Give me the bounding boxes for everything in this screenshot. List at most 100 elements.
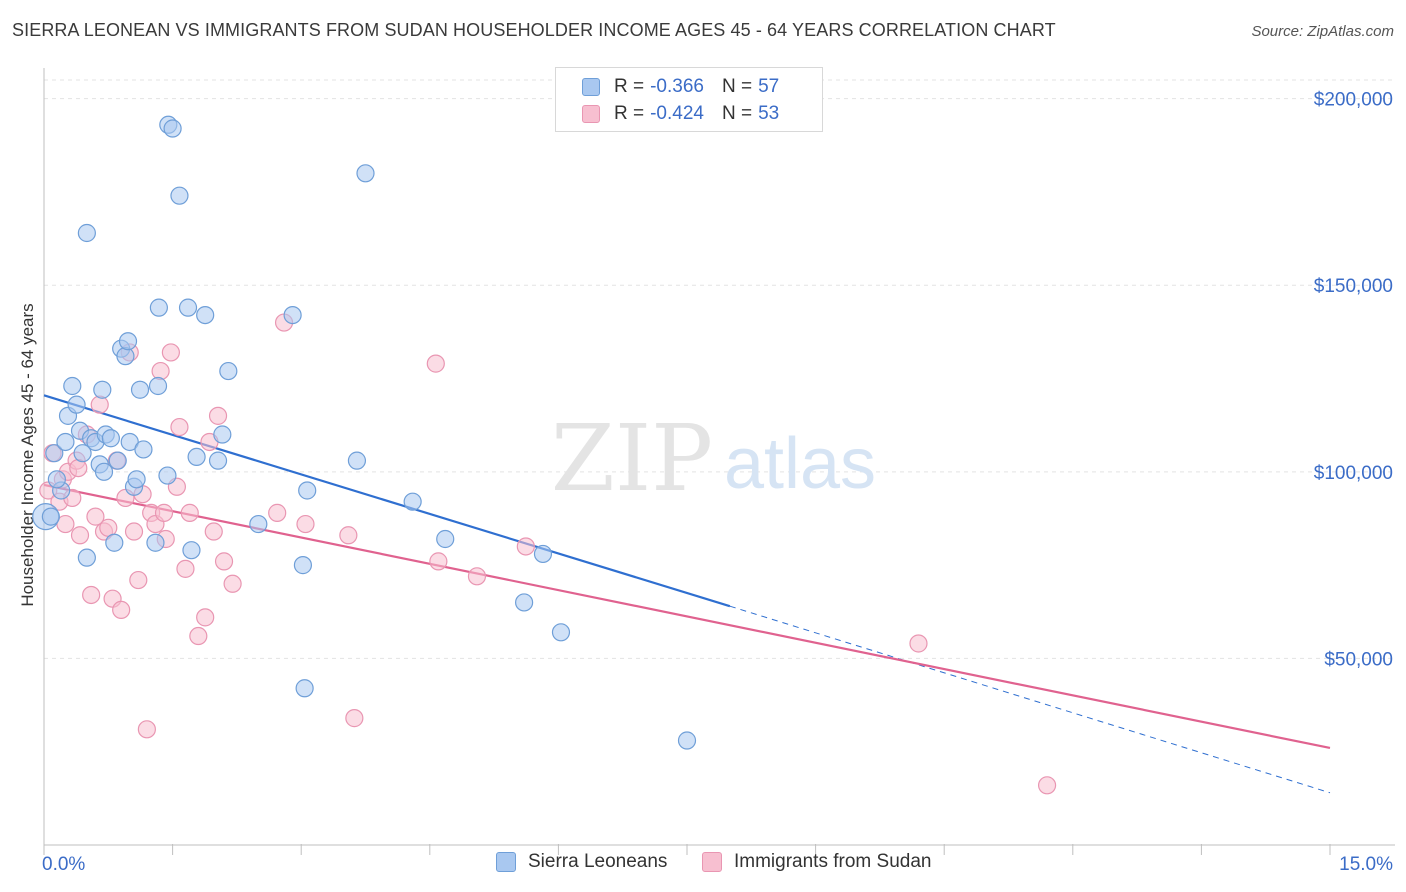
point-immigrant-sudan bbox=[129, 570, 148, 590]
point-sierra-leonean bbox=[293, 556, 313, 575]
point-immigrant-sudan bbox=[180, 503, 199, 522]
point-sierra-leonean bbox=[187, 447, 206, 467]
source-note: Source: ZipAtlas.com bbox=[1251, 23, 1394, 40]
point-sierra-leonean bbox=[101, 429, 120, 448]
point-sierra-leonean bbox=[551, 623, 571, 642]
point-sierra-leonean bbox=[208, 451, 228, 470]
watermark-atlas: atlas bbox=[724, 424, 876, 504]
point-immigrant-sudan bbox=[208, 406, 228, 425]
y-tick-label: $50,000 bbox=[1324, 649, 1393, 670]
point-immigrant-sudan bbox=[268, 503, 287, 522]
point-sierra-leonean bbox=[130, 380, 150, 399]
point-sierra-leonean bbox=[356, 164, 375, 183]
point-sierra-leonean bbox=[77, 548, 96, 567]
legend-swatch-pink bbox=[582, 105, 600, 123]
axes bbox=[43, 68, 1395, 855]
point-sierra-leonean bbox=[93, 380, 112, 399]
point-sierra-leonean bbox=[219, 361, 238, 381]
legend-r-label: R = bbox=[614, 103, 645, 124]
point-sierra-leonean bbox=[283, 305, 302, 325]
point-sierra-leonean bbox=[116, 347, 135, 366]
point-immigrant-sudan bbox=[467, 567, 487, 586]
point-sierra-leonean bbox=[45, 444, 64, 463]
point-sierra-leonean bbox=[77, 223, 96, 243]
trend-line-immigrants-sudan bbox=[43, 483, 1331, 750]
point-immigrant-sudan bbox=[70, 526, 90, 545]
point-sierra-leonean bbox=[533, 544, 553, 564]
point-sierra-leonean bbox=[347, 451, 367, 470]
tick-labels: $50,000 $100,000 $150,000 $200,000 0.0% 15.0% bbox=[42, 90, 1393, 875]
legend-r-label: R = bbox=[614, 76, 645, 97]
point-sierra-leonean bbox=[178, 298, 198, 317]
point-sierra-leonean bbox=[170, 186, 189, 205]
point-sierra-leonean bbox=[56, 432, 75, 452]
y-tick-label: $100,000 bbox=[1314, 463, 1393, 484]
y-axis-label: Householder Income Ages 45 - 64 years bbox=[18, 303, 37, 606]
point-immigrant-sudan bbox=[909, 634, 928, 653]
point-sierra-leonean bbox=[108, 451, 127, 470]
series-legend: Sierra Leoneans Immigrants from Sudan bbox=[0, 851, 1406, 877]
point-sierra-leonean bbox=[182, 541, 201, 560]
point-immigrant-sudan bbox=[176, 559, 195, 578]
point-immigrant-sudan bbox=[516, 537, 535, 556]
trend-line-sierra-leoneans bbox=[43, 394, 731, 608]
legend-r-value: -0.424 bbox=[650, 103, 704, 124]
x-tick-label-min: 0.0% bbox=[42, 854, 85, 875]
point-immigrant-sudan bbox=[214, 552, 234, 571]
y-tick-label: $200,000 bbox=[1314, 90, 1393, 111]
data-points bbox=[32, 115, 1057, 795]
point-immigrant-sudan bbox=[151, 361, 170, 381]
point-immigrant-sudan bbox=[112, 600, 131, 620]
watermark: ZIP atlas bbox=[551, 405, 876, 512]
point-sierra-leonean bbox=[134, 440, 153, 459]
legend-swatch-blue bbox=[582, 78, 600, 96]
point-sierra-leonean bbox=[213, 425, 232, 444]
point-sierra-leonean bbox=[118, 332, 138, 351]
point-sierra-leonean bbox=[149, 298, 168, 317]
point-sierra-leonean bbox=[298, 481, 317, 500]
point-immigrant-sudan bbox=[90, 395, 109, 414]
point-immigrant-sudan bbox=[1037, 776, 1057, 795]
x-tick-label-max: 15.0% bbox=[1339, 854, 1393, 875]
point-sierra-leonean bbox=[148, 376, 168, 396]
point-immigrant-sudan bbox=[189, 626, 208, 646]
legend-n-value: 57 bbox=[758, 76, 780, 97]
point-sierra-leonean bbox=[403, 492, 422, 511]
point-sierra-leonean bbox=[105, 533, 124, 552]
point-sierra-leonean bbox=[436, 529, 455, 549]
legend-n-label: N = bbox=[721, 76, 753, 97]
legend-row-immigrants-sudan: R = -0.424 N = 53 bbox=[582, 102, 779, 126]
point-immigrant-sudan bbox=[204, 522, 223, 541]
legend-r-value: -0.366 bbox=[650, 76, 704, 97]
y-tick-label: $150,000 bbox=[1314, 276, 1393, 297]
point-sierra-leonean bbox=[295, 679, 314, 698]
point-immigrant-sudan bbox=[82, 585, 101, 605]
point-sierra-leonean bbox=[120, 432, 139, 452]
correlation-legend: R = -0.366 N = 57 R = -0.424 N = 53 bbox=[555, 67, 823, 132]
series-label: Sierra Leoneans bbox=[528, 851, 668, 872]
point-sierra-leonean bbox=[163, 119, 182, 138]
point-sierra-leonean bbox=[146, 533, 165, 552]
point-immigrant-sudan bbox=[69, 458, 88, 478]
legend-row-sierra-leoneans: R = -0.366 N = 57 bbox=[582, 75, 779, 99]
point-immigrant-sudan bbox=[154, 503, 174, 522]
trend-line-sierra-leoneans-extension bbox=[729, 605, 1331, 794]
series-swatch-blue bbox=[496, 852, 516, 872]
point-sierra-leonean bbox=[63, 376, 82, 396]
point-immigrant-sudan bbox=[426, 354, 445, 373]
point-sierra-leonean bbox=[47, 470, 66, 489]
point-sierra-leonean bbox=[249, 514, 268, 534]
point-immigrant-sudan bbox=[137, 720, 156, 739]
point-sierra-leonean bbox=[158, 466, 177, 485]
grid-lines bbox=[44, 79, 1395, 659]
series-label: Immigrants from Sudan bbox=[734, 851, 932, 872]
point-sierra-leonean bbox=[515, 593, 534, 612]
series-swatch-pink bbox=[702, 852, 722, 872]
point-sierra-leonean bbox=[73, 444, 92, 463]
series-legend-immigrants-sudan: Immigrants from Sudan bbox=[702, 851, 931, 873]
series-legend-sierra-leoneans: Sierra Leoneans bbox=[496, 851, 667, 873]
point-immigrant-sudan bbox=[429, 552, 448, 571]
legend-n-label: N = bbox=[721, 103, 753, 124]
point-sierra-leonean bbox=[127, 470, 146, 489]
